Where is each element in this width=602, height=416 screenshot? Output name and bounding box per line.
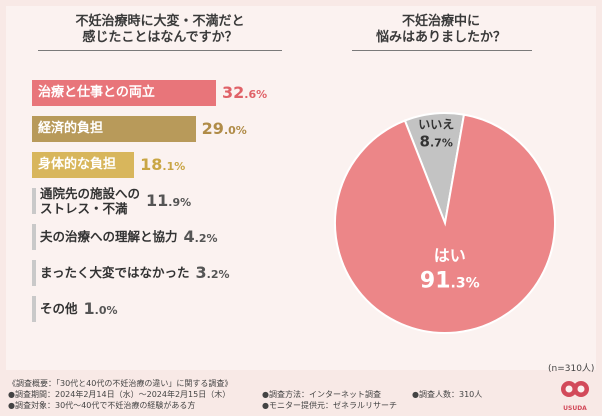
value-part: % bbox=[180, 196, 192, 209]
survey-method: ●調査方法：インターネット調査 ●モニター提供元：ゼネラルリサーチ bbox=[262, 390, 397, 410]
bar bbox=[32, 188, 36, 214]
value-part: 11 bbox=[146, 191, 169, 210]
value-part: % bbox=[235, 124, 247, 137]
value-part: .0 bbox=[94, 304, 107, 317]
bar-label: 治療と仕事との両立 bbox=[38, 85, 155, 101]
value-part: 18 bbox=[140, 155, 163, 174]
value-part: 29 bbox=[201, 119, 224, 138]
bar-label: その他 bbox=[40, 301, 78, 316]
pie-value-label: 91.3% bbox=[420, 268, 480, 293]
bar-label: 経済的負担 bbox=[38, 121, 103, 137]
bar bbox=[32, 80, 216, 106]
bar-label: 通院先の施設への ストレス・不満 bbox=[40, 186, 140, 216]
bar-value-label: 4.2% bbox=[184, 228, 218, 248]
left-title-underline bbox=[38, 50, 282, 51]
bar-label-line: その他 bbox=[40, 301, 78, 316]
pie-category-label: はい bbox=[434, 246, 466, 265]
value-part: % bbox=[106, 304, 118, 317]
bar-label-line: 夫の治療への理解と協力 bbox=[40, 229, 178, 244]
survey-respondents: ●調査人数：310人 bbox=[412, 390, 483, 399]
bar-label: まったく大変ではなかった bbox=[40, 265, 190, 280]
brand-logo: USUDA bbox=[558, 377, 592, 412]
value-part: 4 bbox=[183, 227, 195, 246]
bar bbox=[32, 152, 135, 178]
value-part: % bbox=[256, 88, 268, 101]
logo-text: USUDA bbox=[563, 405, 587, 412]
value-part: .1 bbox=[162, 160, 175, 173]
bar bbox=[32, 260, 36, 286]
bar-label-line: まったく大変ではなかった bbox=[40, 265, 190, 280]
pie-slice bbox=[334, 113, 556, 334]
value-part: 3 bbox=[195, 263, 207, 282]
bar-value-label: 18.1% bbox=[140, 156, 185, 176]
value-part: % bbox=[466, 275, 480, 291]
survey-footer: 《調査概要：「30代と40代の不妊治療の違い」に関する調査》 ●調査期間：202… bbox=[8, 379, 233, 410]
value-part: 1 bbox=[83, 299, 95, 318]
pie-category-label: いいえ bbox=[418, 118, 454, 132]
bar-label-line: 身体的な負担 bbox=[38, 157, 117, 172]
left-question-title: 不妊治療時に大変・不満だと 感じたことはなんですか？ bbox=[75, 14, 245, 45]
value-part: 32 bbox=[222, 83, 245, 102]
right-question-title: 不妊治療中に 悩みはありましたか？ bbox=[375, 14, 506, 45]
bar bbox=[32, 116, 196, 142]
bar-label-line: ストレス・不満 bbox=[40, 201, 128, 216]
bar-label-line: 通院先の施設への bbox=[40, 186, 141, 201]
value-part: .3 bbox=[451, 275, 466, 291]
value-part: .0 bbox=[223, 124, 236, 137]
value-part: 91 bbox=[420, 268, 451, 293]
bar-value-label: 11.9% bbox=[146, 192, 191, 212]
bar-label-line: 治療と仕事との両立 bbox=[38, 85, 155, 100]
right-title-underline bbox=[352, 50, 532, 51]
value-part: .6 bbox=[244, 88, 257, 101]
value-part: .7 bbox=[430, 137, 442, 150]
bar-label-line: 経済的負担 bbox=[38, 121, 104, 136]
value-part: % bbox=[218, 268, 230, 281]
value-part: % bbox=[206, 232, 218, 245]
bar-value-label: 3.2% bbox=[196, 264, 230, 284]
logo-mark-icon bbox=[561, 381, 589, 397]
value-part: .2 bbox=[206, 268, 219, 281]
bar-value-label: 32.6% bbox=[222, 84, 267, 104]
bar-value-label: 1.0% bbox=[84, 300, 118, 320]
bar bbox=[32, 224, 36, 250]
value-part: % bbox=[442, 137, 453, 150]
pie-value-label: 8.7% bbox=[420, 133, 453, 151]
value-part: .2 bbox=[194, 232, 207, 245]
sample-size: (n=310人) bbox=[548, 364, 595, 374]
value-part: .9 bbox=[168, 196, 181, 209]
value-part: 8 bbox=[420, 133, 430, 151]
bar bbox=[32, 296, 36, 322]
bar-label: 身体的な負担 bbox=[38, 157, 116, 173]
bar-label: 夫の治療への理解と協力 bbox=[40, 229, 178, 244]
value-part: % bbox=[174, 160, 186, 173]
bar-value-label: 29.0% bbox=[202, 120, 247, 140]
